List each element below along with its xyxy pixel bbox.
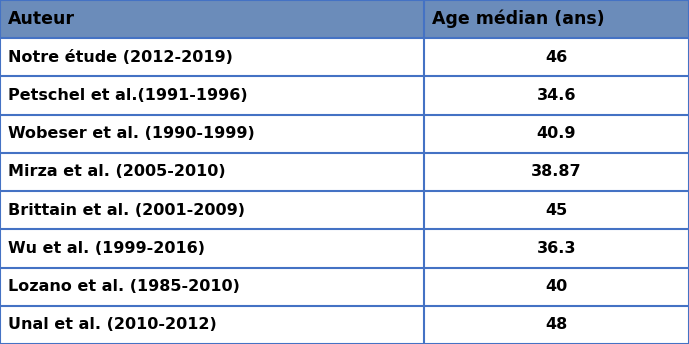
Bar [0, 0, 689, 38]
Text: Wu et al. (1999-2016): Wu et al. (1999-2016) [8, 241, 205, 256]
Bar [0, 306, 689, 344]
Text: 40.9: 40.9 [537, 126, 576, 141]
Bar [0, 229, 689, 268]
Text: 48: 48 [545, 318, 568, 332]
Bar [0, 268, 689, 306]
Bar [0, 153, 689, 191]
Text: Lozano et al. (1985-2010): Lozano et al. (1985-2010) [8, 279, 240, 294]
Text: Petschel et al.(1991-1996): Petschel et al.(1991-1996) [8, 88, 248, 103]
Text: Brittain et al. (2001-2009): Brittain et al. (2001-2009) [8, 203, 245, 218]
Bar [0, 38, 689, 76]
Bar [0, 115, 689, 153]
Text: Unal et al. (2010-2012): Unal et al. (2010-2012) [8, 318, 217, 332]
Text: 38.87: 38.87 [531, 164, 582, 180]
Text: 40: 40 [545, 279, 568, 294]
Text: 46: 46 [545, 50, 568, 65]
Bar [0, 76, 689, 115]
Text: 36.3: 36.3 [537, 241, 576, 256]
Text: Notre étude (2012-2019): Notre étude (2012-2019) [8, 50, 233, 65]
Bar [0, 191, 689, 229]
Text: 34.6: 34.6 [537, 88, 576, 103]
Text: Age médian (ans): Age médian (ans) [432, 10, 605, 28]
Text: Mirza et al. (2005-2010): Mirza et al. (2005-2010) [8, 164, 226, 180]
Text: Auteur: Auteur [8, 10, 75, 28]
Text: 45: 45 [545, 203, 568, 218]
Text: Wobeser et al. (1990-1999): Wobeser et al. (1990-1999) [8, 126, 255, 141]
